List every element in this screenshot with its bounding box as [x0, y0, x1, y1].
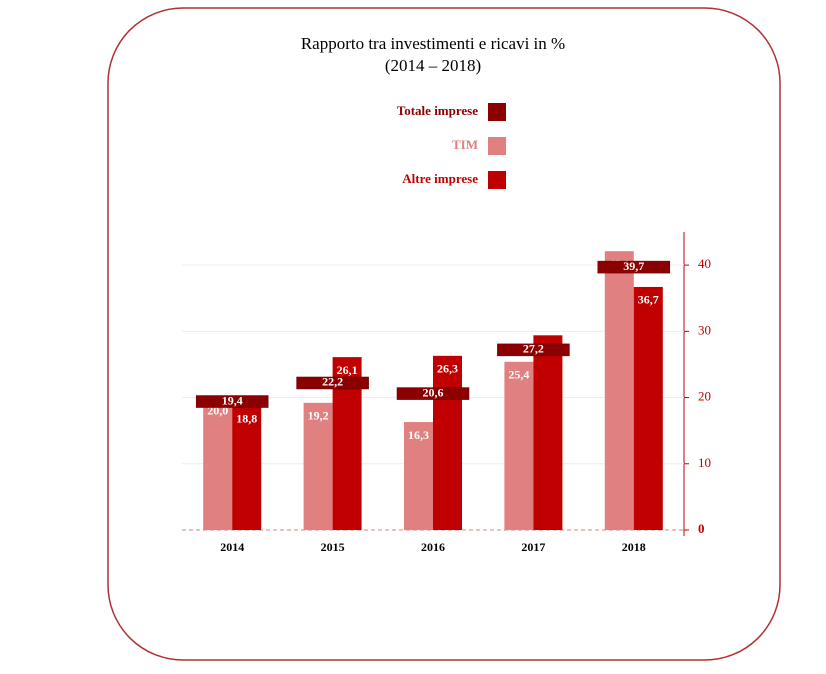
- value-label: 19,2: [308, 409, 329, 423]
- legend-swatch: [488, 137, 506, 155]
- bar: [203, 397, 233, 530]
- total-marker: [497, 343, 570, 357]
- value-label: 20,6: [423, 385, 444, 399]
- x-tick-label: 2014: [220, 540, 244, 554]
- x-tick-label: 2016: [421, 540, 445, 554]
- frame: [107, 7, 781, 661]
- total-marker: [195, 395, 269, 408]
- y-tick-label: 30: [698, 322, 711, 337]
- legend-swatch: [488, 103, 506, 121]
- bar: [533, 335, 563, 530]
- bar: [232, 405, 262, 530]
- legend-swatch: [488, 171, 506, 189]
- y-tick-label: 10: [698, 455, 711, 470]
- total-marker: [396, 387, 470, 400]
- x-tick-label: 2015: [321, 540, 345, 554]
- value-label: 16,3: [408, 428, 429, 442]
- chart-title: Rapporto tra investimenti e ricavi in %: [301, 34, 565, 53]
- legend-label: TIM: [452, 137, 478, 152]
- y-tick-label: 0: [698, 521, 705, 536]
- value-label: 39,7: [623, 259, 644, 273]
- value-label: 26,3: [437, 362, 458, 376]
- x-tick-label: 2017: [521, 540, 545, 554]
- value-label: 19,4: [222, 393, 243, 407]
- chart-subtitle: (2014 – 2018): [385, 56, 481, 75]
- value-label: 22,2: [322, 375, 343, 389]
- value-label: 25,4: [508, 368, 529, 382]
- bar: [504, 361, 534, 530]
- value-label: 27,2: [523, 342, 544, 356]
- total-marker: [597, 260, 671, 274]
- bar: [404, 422, 433, 530]
- legend-label: Altre imprese: [402, 171, 478, 186]
- bar: [303, 402, 333, 530]
- y-tick-label: 40: [698, 256, 711, 271]
- bar: [433, 355, 462, 530]
- x-tick-label: 2018: [622, 540, 646, 554]
- value-label: 18,8: [236, 411, 257, 425]
- bar: [604, 251, 634, 530]
- bar: [633, 286, 663, 530]
- value-label: 26,1: [337, 363, 358, 377]
- legend-label: Totale imprese: [397, 103, 478, 118]
- value-label: 36,7: [638, 293, 659, 307]
- y-tick-label: 20: [698, 389, 711, 404]
- total-marker: [296, 376, 369, 390]
